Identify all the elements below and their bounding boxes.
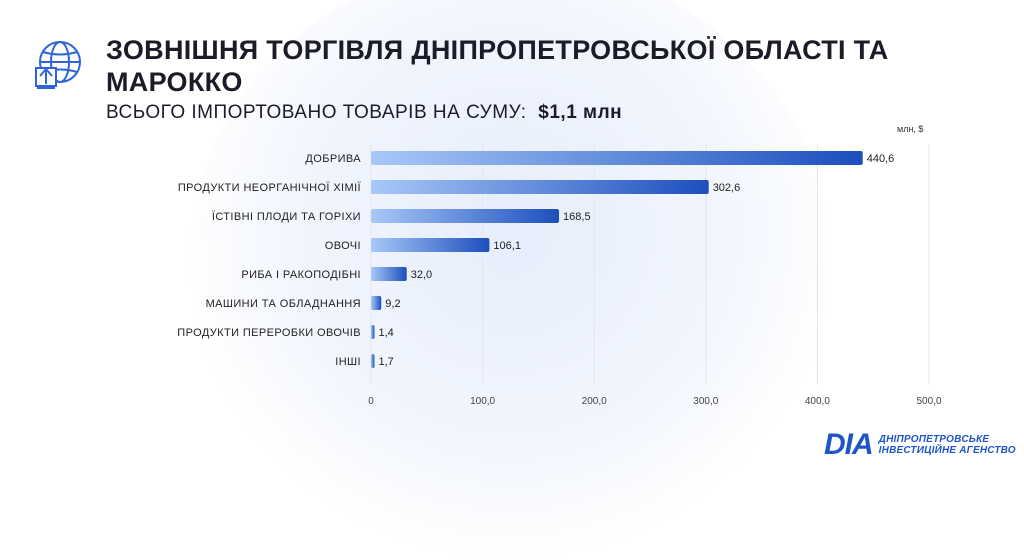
value-label: 302,6 [713, 182, 741, 194]
bar [371, 267, 407, 281]
bar [371, 209, 560, 223]
value-label: 32,0 [411, 269, 432, 281]
category-label: ОВОЧІ [325, 240, 361, 252]
category-label: ПРОДУКТИ ПЕРЕРОБКИ ОВОЧІВ [177, 327, 361, 339]
x-tick-label: 300,0 [693, 396, 718, 407]
page-title: ЗОВНІШНЯ ТОРГІВЛЯ ДНІПРОПЕТРОВСЬКОЇ ОБЛА… [106, 35, 889, 97]
bar [371, 354, 375, 368]
value-label: 106,1 [493, 240, 521, 252]
value-label: 9,2 [385, 298, 400, 310]
category-label: ДОБРИВА [305, 153, 361, 165]
value-label: 1,7 [379, 356, 394, 368]
value-label: 1,4 [379, 327, 394, 339]
value-label: 168,5 [563, 211, 591, 223]
category-label: ПРОДУКТИ НЕОРГАНІЧНОЇ ХІМІЇ [178, 182, 362, 194]
import-total: $1,1 млн [538, 102, 623, 123]
brand-mark: DIA [824, 428, 874, 461]
unit-label: млн, $ [897, 124, 924, 134]
category-label: ЇСТІВНІ ПЛОДИ ТА ГОРІХИ [212, 211, 361, 223]
brand-line-2: ІНВЕСТИЦІЙНЕ АГЕНСТВО [878, 445, 1016, 456]
x-tick-label: 400,0 [805, 396, 830, 407]
value-label: 440,6 [867, 153, 895, 165]
bar [371, 180, 709, 194]
category-label: РИБА І РАКОПОДІБНІ [241, 269, 361, 281]
bars [371, 151, 863, 368]
brand-text: ДНІПРОПЕТРОВСЬКЕ ІНВЕСТИЦІЙНЕ АГЕНСТВО [879, 434, 1016, 456]
category-label: ІНШІ [335, 356, 361, 368]
x-tick-label: 0 [368, 396, 374, 407]
x-tick-label: 100,0 [470, 396, 495, 407]
brand-line-1: ДНІПРОПЕТРОВСЬКЕ [878, 434, 990, 445]
subtitle-prefix: ВСЬОГО ІМПОРТОВАНО ТОВАРІВ НА СУМУ: [106, 102, 527, 123]
x-tick-label: 500,0 [916, 396, 941, 407]
bar [371, 325, 375, 339]
bar [371, 238, 490, 252]
bar [371, 151, 863, 165]
page-subtitle: ВСЬОГО ІМПОРТОВАНО ТОВАРІВ НА СУМУ: $1,1… [106, 102, 622, 124]
bar [371, 296, 382, 310]
category-label: МАШИНИ ТА ОБЛАДНАННЯ [206, 298, 361, 310]
labels: 0 100,0 200,0 300,0 400,0 500,0 ДОБРИВА 440,6 ПР… [177, 153, 942, 407]
globe-import-icon [35, 41, 81, 89]
bar-chart: 0 100,0 200,0 300,0 400,0 500,0 ДОБРИВА 440,6 ПР… [177, 144, 942, 407]
brand-logo: DIA ДНІПРОПЕТРОВСЬКЕ ІНВЕСТИЦІЙНЕ АГЕНСТ… [824, 428, 1016, 462]
x-tick-label: 200,0 [582, 396, 607, 407]
